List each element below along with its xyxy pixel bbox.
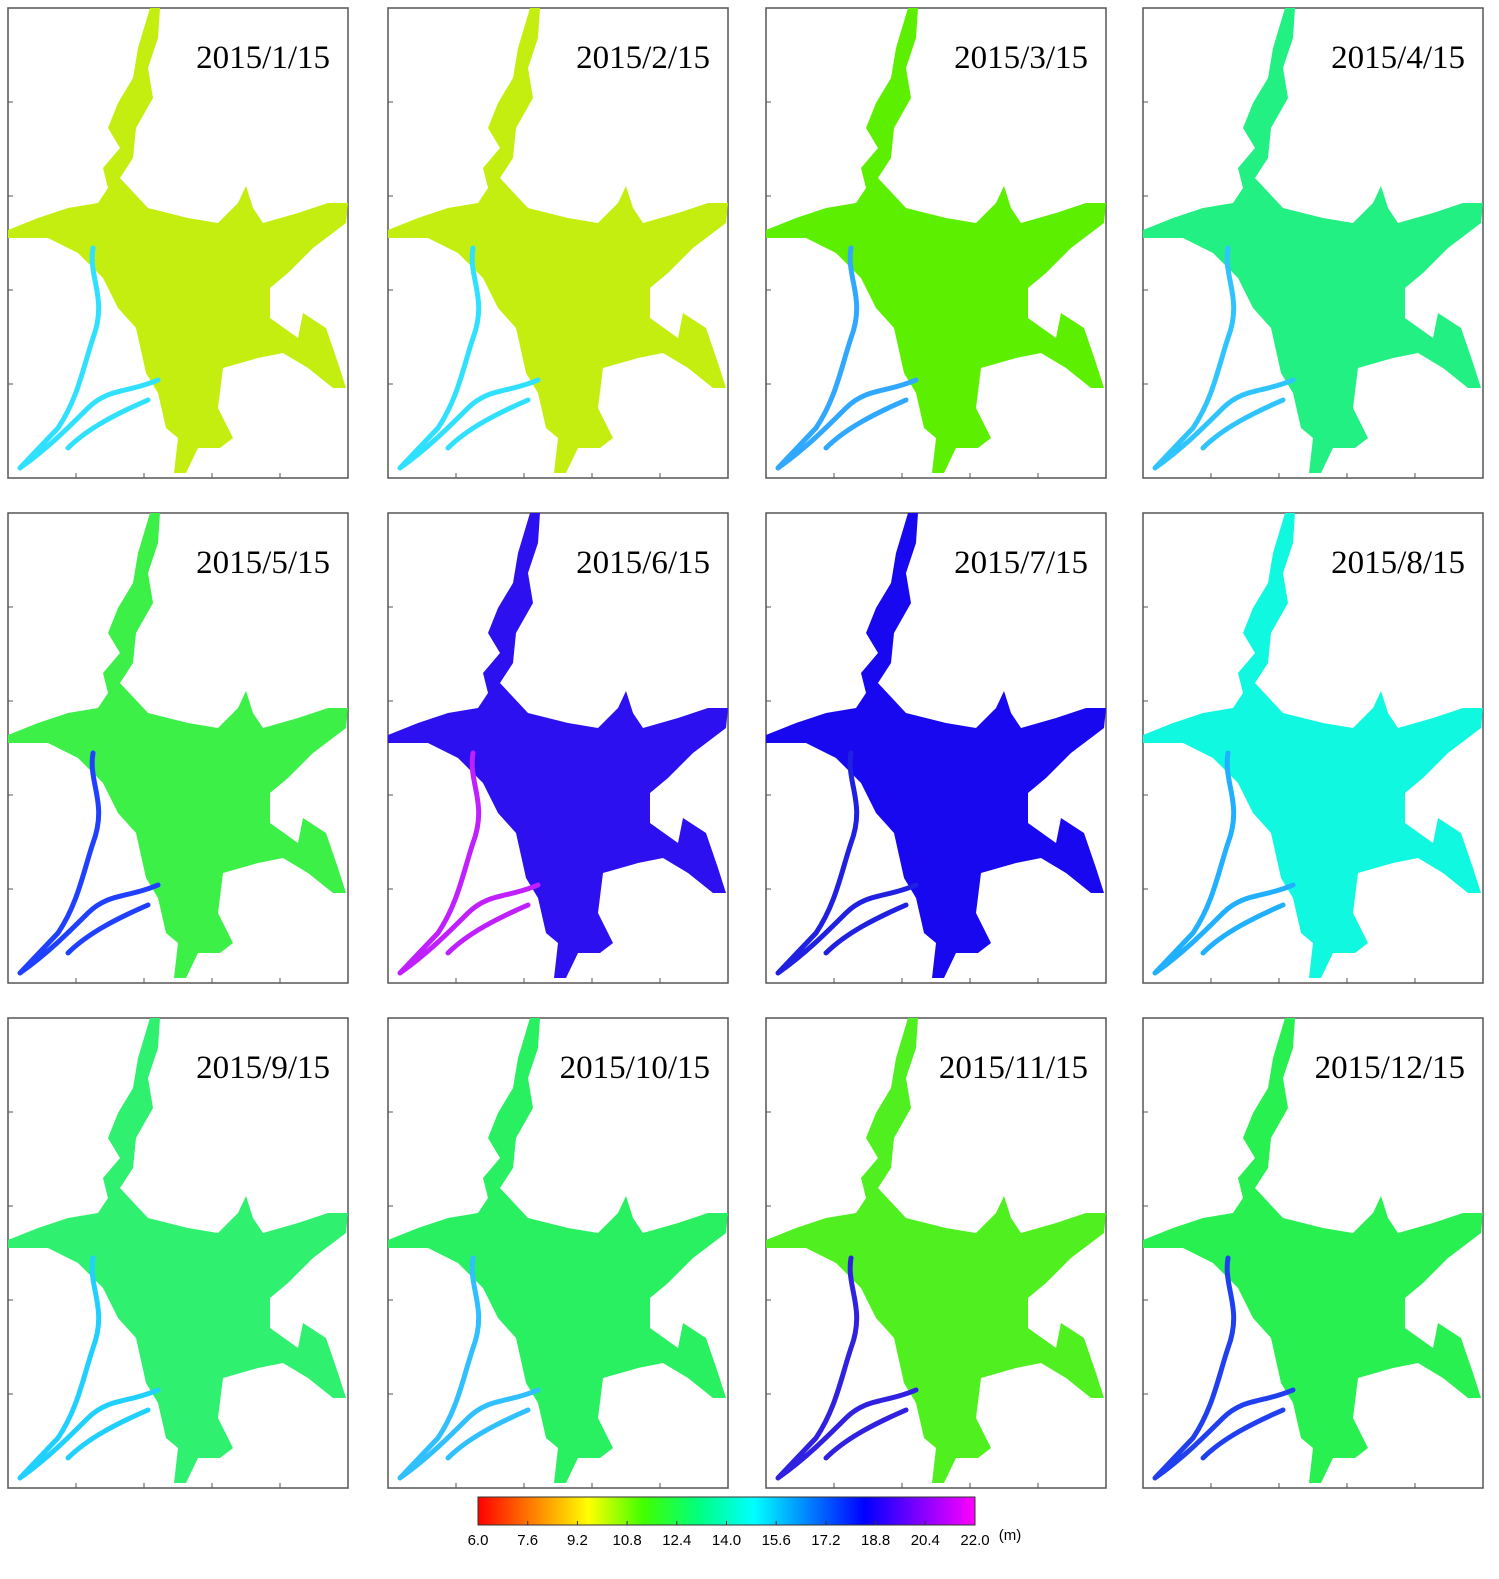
map-panel: 2015/7/15 xyxy=(765,512,1107,984)
colorbar-tick-label: 14.0 xyxy=(712,1532,741,1549)
map-panel: 2015/6/15 xyxy=(387,512,729,984)
colorbar xyxy=(477,1496,976,1526)
colorbar-tick-label: 22.0 xyxy=(960,1532,989,1549)
panel-date: 2015/4/15 xyxy=(1331,40,1465,76)
colorbar-tick-label: 6.0 xyxy=(468,1532,489,1549)
colorbar-tick-label: 20.4 xyxy=(911,1532,940,1549)
colorbar-tick-label: 9.2 xyxy=(567,1532,588,1549)
panel-date: 2015/9/15 xyxy=(196,1050,330,1086)
panel-date: 2015/10/15 xyxy=(560,1050,710,1086)
colorbar-tick-label: 17.2 xyxy=(811,1532,840,1549)
colorbar-tick-label: 7.6 xyxy=(517,1532,538,1549)
map-panel: 2015/12/15 xyxy=(1142,1017,1484,1489)
panel-date: 2015/11/15 xyxy=(939,1050,1088,1086)
map-panel: 2015/3/15 xyxy=(765,7,1107,479)
colorbar-tick-label: 15.6 xyxy=(762,1532,791,1549)
map-panel: 2015/8/15 xyxy=(1142,512,1484,984)
panel-date: 2015/1/15 xyxy=(196,40,330,76)
map-panel: 2015/11/15 xyxy=(765,1017,1107,1489)
map-panel: 2015/10/15 xyxy=(387,1017,729,1489)
colorbar-tick-label: 12.4 xyxy=(662,1532,691,1549)
panel-date: 2015/3/15 xyxy=(954,40,1088,76)
panel-date: 2015/12/15 xyxy=(1315,1050,1465,1086)
panel-date: 2015/7/15 xyxy=(954,545,1088,581)
map-panel: 2015/9/15 xyxy=(7,1017,349,1489)
panel-date: 2015/8/15 xyxy=(1331,545,1465,581)
colorbar-tick-label: 18.8 xyxy=(861,1532,890,1549)
map-panel: 2015/1/15 xyxy=(7,7,349,479)
map-panel: 2015/5/15 xyxy=(7,512,349,984)
colorbar-unit: (m) xyxy=(999,1527,1022,1544)
panel-date: 2015/2/15 xyxy=(576,40,710,76)
map-panel: 2015/2/15 xyxy=(387,7,729,479)
panel-date: 2015/6/15 xyxy=(576,545,710,581)
panel-date: 2015/5/15 xyxy=(196,545,330,581)
colorbar-tick-label: 10.8 xyxy=(612,1532,641,1549)
map-panel: 2015/4/15 xyxy=(1142,7,1484,479)
